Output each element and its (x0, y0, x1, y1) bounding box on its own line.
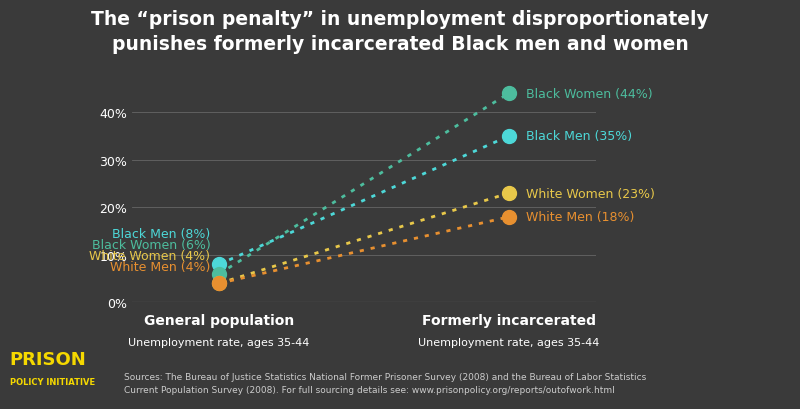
Text: Black Men (8%): Black Men (8%) (112, 227, 210, 240)
Text: Sources: The Bureau of Justice Statistics National Former Prisoner Survey (2008): Sources: The Bureau of Justice Statistic… (124, 372, 646, 393)
Text: POLICY INITIATIVE: POLICY INITIATIVE (10, 378, 94, 387)
Text: Black Men (35%): Black Men (35%) (526, 130, 633, 143)
Text: Unemployment rate, ages 35-44: Unemployment rate, ages 35-44 (418, 337, 600, 347)
Text: White Women (4%): White Women (4%) (90, 249, 210, 262)
Text: Black Women (44%): Black Women (44%) (526, 88, 653, 100)
Text: General population: General population (144, 313, 294, 327)
Text: Formerly incarcerated: Formerly incarcerated (422, 313, 596, 327)
Text: White Women (23%): White Women (23%) (526, 187, 655, 200)
Text: Black Women (6%): Black Women (6%) (91, 238, 210, 251)
Text: PRISON: PRISON (10, 350, 86, 368)
Text: White Men (18%): White Men (18%) (526, 211, 634, 224)
Text: Unemployment rate, ages 35-44: Unemployment rate, ages 35-44 (128, 337, 310, 347)
Text: The “prison penalty” in unemployment disproportionately
punishes formerly incarc: The “prison penalty” in unemployment dis… (91, 10, 709, 54)
Text: White Men (4%): White Men (4%) (110, 260, 210, 273)
